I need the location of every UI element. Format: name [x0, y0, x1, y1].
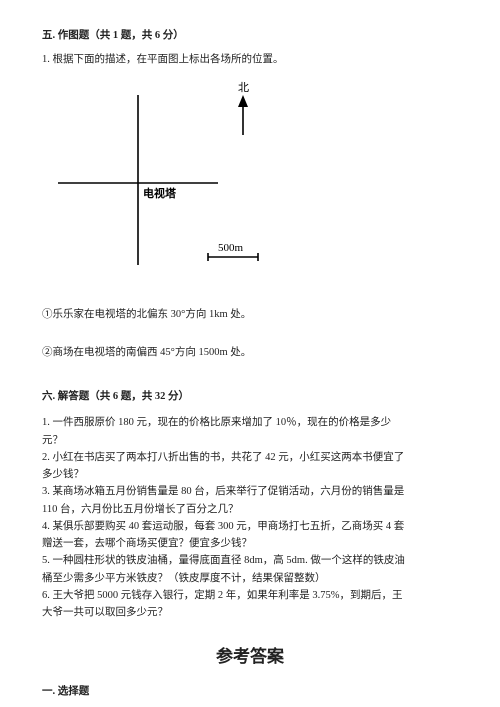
coordinate-svg: 北 电视塔 500m — [38, 75, 298, 285]
s6-q2b: 多少钱？ — [42, 467, 458, 483]
north-arrowhead — [238, 95, 248, 107]
center-label: 电视塔 — [143, 186, 177, 200]
s6-q1a: 1. 一件西服原价 180 元，现在的价格比原来增加了 10％，现在的价格是多少 — [42, 415, 458, 431]
scale-label: 500m — [218, 242, 244, 254]
s5-sub1: ①乐乐家在电视塔的北偏东 30°方向 1km 处。 — [42, 307, 458, 323]
answers-sec1: 一. 选择题 — [42, 684, 458, 700]
section-6-header: 六. 解答题（共 6 题，共 32 分） — [42, 389, 458, 405]
s6-q5b: 桶至少需多少平方米铁皮？（铁皮厚度不计，结果保留整数） — [42, 571, 458, 587]
s6-q1b: 元？ — [42, 433, 458, 449]
section-5-header: 五. 作图题（共 1 题，共 6 分） — [42, 28, 458, 44]
s6-q3a: 3. 某商场冰箱五月份销售量是 80 台，后来举行了促销活动，六月份的销售量是 — [42, 484, 458, 500]
s6-q5a: 5. 一种圆柱形状的铁皮油桶，量得底面直径 8dm，高 5dm. 做一个这样的铁… — [42, 553, 458, 569]
s6-q4a: 4. 某俱乐部要购买 40 套运动服，每套 300 元，甲商场打七五折，乙商场买… — [42, 519, 458, 535]
s6-q2a: 2. 小红在书店买了两本打八折出售的书，共花了 42 元，小红买这两本书便宜了 — [42, 450, 458, 466]
s5-q1-text: 1. 根据下面的描述，在平面图上标出各场所的位置。 — [42, 52, 458, 68]
s5-sub2: ②商场在电视塔的南偏西 45°方向 1500m 处。 — [42, 345, 458, 361]
s6-q3b: 110 台，六月份比五月份增长了百分之几？ — [42, 502, 458, 518]
s6-q6b: 大爷一共可以取回多少元？ — [42, 605, 458, 621]
s6-q4b: 赠送一套，去哪个商场买便宜？便宜多少钱？ — [42, 536, 458, 552]
s6-q6a: 6. 王大爷把 5000 元钱存入银行，定期 2 年，如果年利率是 3.75%，… — [42, 588, 458, 604]
north-label: 北 — [238, 81, 249, 94]
answers-title: 参考答案 — [42, 644, 458, 670]
drawing-diagram: 北 电视塔 500m — [38, 75, 298, 285]
section-6-questions: 1. 一件西服原价 180 元，现在的价格比原来增加了 10％，现在的价格是多少… — [42, 415, 458, 621]
